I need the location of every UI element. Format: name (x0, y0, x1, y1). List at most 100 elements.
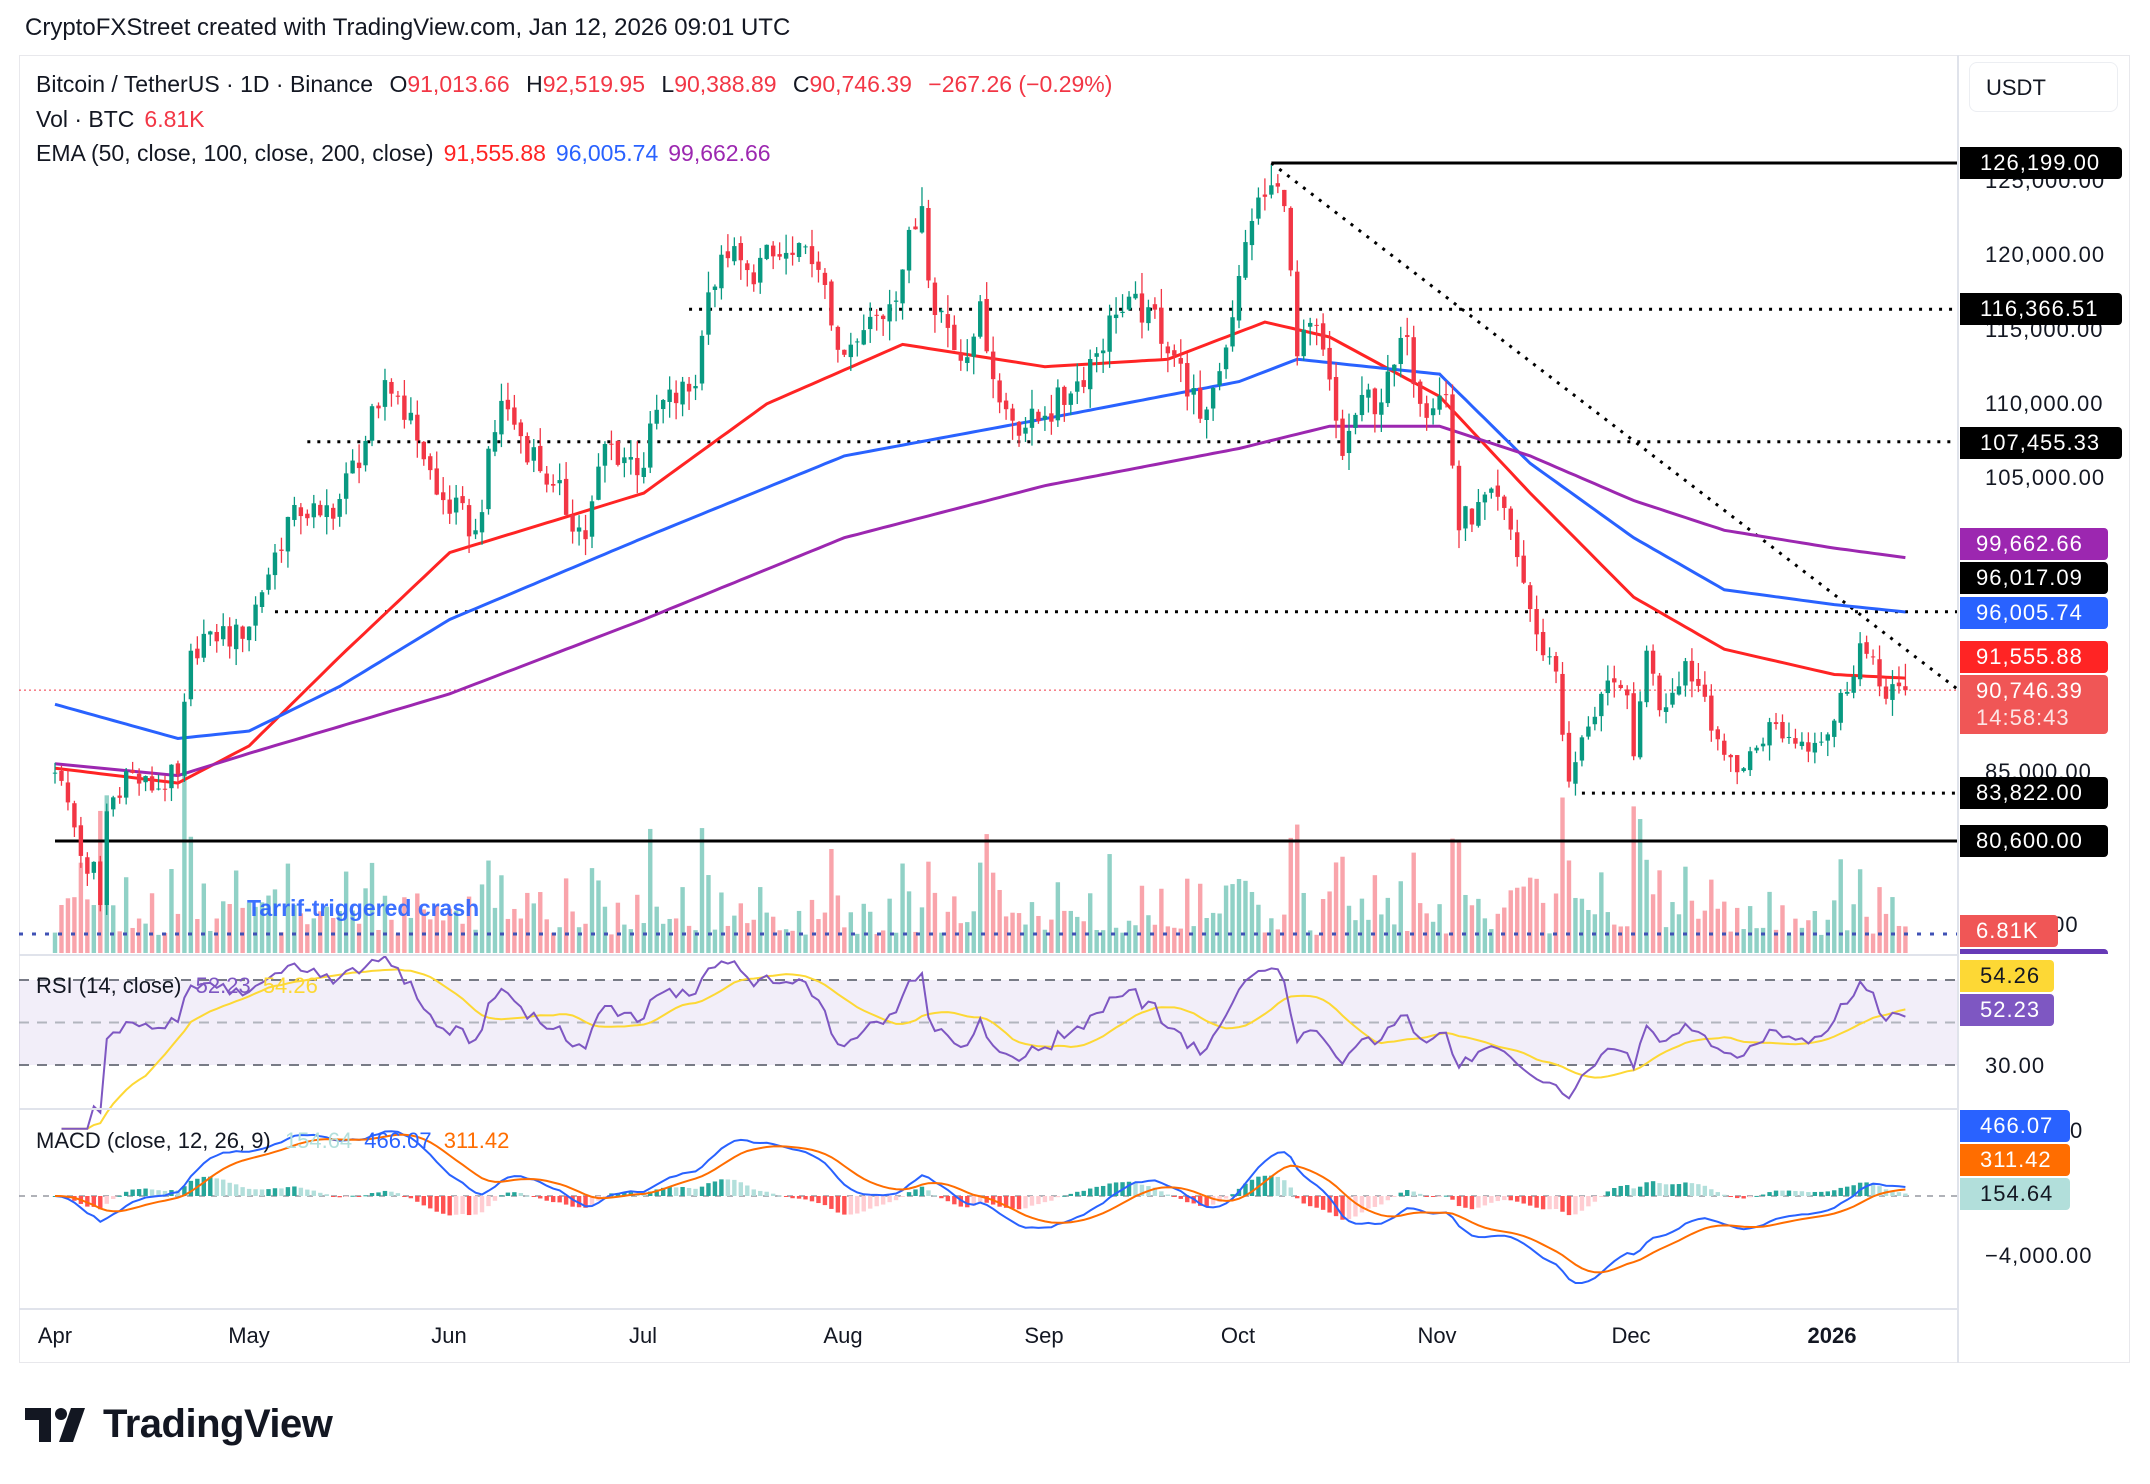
volume-bar (1256, 904, 1261, 953)
candle-body (78, 825, 84, 856)
macd-histogram-bar (512, 1192, 517, 1196)
macd-histogram-bar (188, 1180, 194, 1196)
volume-bar (1747, 906, 1753, 953)
candle-body (1618, 684, 1623, 689)
macd-histogram-bar (1463, 1196, 1468, 1208)
candle-body (1359, 394, 1365, 416)
candle-body (1075, 381, 1080, 392)
macd-histogram-bar (1049, 1196, 1054, 1201)
macd-histogram-bar (1133, 1181, 1138, 1196)
candle-body (156, 788, 161, 790)
volume-bar (1288, 837, 1293, 953)
macd-histogram-bar (408, 1196, 414, 1199)
macd-histogram-bar (1417, 1193, 1423, 1196)
volume-bar (673, 918, 679, 953)
macd-histogram-bar (1618, 1185, 1623, 1196)
candle-body (1003, 400, 1009, 410)
candle-body (686, 383, 692, 392)
bar-countdown: 14:58:43 (1976, 705, 2070, 730)
volume-bar (1392, 924, 1397, 953)
open-label: O (389, 71, 408, 97)
volume-bar (1715, 908, 1720, 953)
candle-body (1709, 695, 1714, 731)
volume-bar (1521, 886, 1526, 953)
level-label-96017: 96,017.09 (1960, 562, 2108, 594)
volume-bar (712, 929, 718, 953)
candle-body (1883, 686, 1889, 699)
volume-bar (1262, 932, 1268, 953)
candle-body (1185, 363, 1190, 397)
volume-bar (1443, 933, 1449, 953)
rsi-label[interactable]: RSI (14, close) (36, 973, 182, 998)
macd-histogram-bar (706, 1183, 711, 1196)
chart-annotation[interactable]: Tarrif-triggered crash (247, 895, 480, 921)
candle-body (195, 648, 200, 659)
candle-body (965, 357, 970, 363)
macd-histogram-bar (266, 1189, 271, 1196)
macd-histogram-bar (240, 1187, 245, 1196)
macd-histogram-bar (1786, 1190, 1792, 1196)
macd-histogram-bar (1100, 1185, 1106, 1196)
macd-histogram-bar (874, 1196, 879, 1207)
candle-body (596, 466, 601, 500)
macd-histogram-bar (576, 1196, 582, 1208)
macd-histogram-bar (751, 1189, 756, 1196)
ema-label[interactable]: EMA (50, close, 100, close, 200, close) (36, 140, 434, 166)
candle-body (1773, 722, 1779, 725)
candle-body (829, 281, 834, 326)
level-label-126199: 126,199.00 (1960, 147, 2122, 179)
candle-body (402, 395, 407, 420)
macd-histogram-bar (175, 1190, 181, 1196)
volume-bar (272, 889, 278, 953)
volume-bar (311, 918, 316, 953)
macd-histogram-bar (699, 1186, 705, 1196)
macd-histogram-bar (1508, 1196, 1513, 1201)
volume-label[interactable]: Vol · BTC (36, 106, 135, 132)
macd-histogram-bar (221, 1179, 226, 1196)
volume-bar (648, 828, 653, 953)
macd-histogram-bar (1456, 1196, 1462, 1207)
candle-body (680, 381, 685, 405)
macd-histogram-bar (208, 1176, 213, 1196)
volume-bar (428, 919, 433, 953)
candle-body (1411, 337, 1416, 385)
volume-bar (499, 875, 504, 953)
macd-histogram-bar (1262, 1175, 1268, 1196)
symbol-name[interactable]: Bitcoin / TetherUS · 1D · Binance (36, 71, 374, 97)
volume-bar (1055, 882, 1061, 953)
candle-body (389, 381, 394, 394)
volume-bar (473, 929, 478, 953)
currency-button[interactable]: USDT (1969, 62, 2118, 112)
macd-histogram-bar (311, 1190, 316, 1196)
macd-histogram-bar (1799, 1191, 1805, 1196)
macd-histogram-bar (1612, 1188, 1617, 1196)
macd-histogram-bar (227, 1182, 232, 1196)
volume-bar (583, 923, 588, 953)
volume-bar (971, 911, 976, 953)
macd-label[interactable]: MACD (close, 12, 26, 9) (36, 1128, 271, 1153)
volume-bar (563, 878, 569, 953)
macd-histogram-bar (1644, 1182, 1649, 1196)
candle-body (1890, 684, 1895, 700)
candle-body (466, 505, 472, 537)
macd-histogram-bar (343, 1196, 349, 1197)
volume-bar (305, 924, 310, 953)
ema200-value: 99,662.66 (668, 140, 771, 166)
volume-bar (1735, 907, 1740, 953)
candle-body (356, 462, 362, 469)
macd-histogram-bar (499, 1195, 504, 1197)
macd-histogram-bar (906, 1192, 912, 1196)
time-tick: Apr (37, 1323, 73, 1348)
candle-body (1133, 293, 1138, 299)
macd-histogram-bar (1747, 1196, 1753, 1198)
candle-body (415, 414, 420, 441)
candle-body (790, 252, 795, 255)
macd-histogram-bar (803, 1196, 808, 1200)
chart-title: CryptoFXStreet created with TradingView.… (25, 14, 791, 41)
candle-body (1825, 734, 1830, 741)
volume-bar (932, 892, 938, 953)
volume-bar (1553, 893, 1559, 953)
tradingview-logo[interactable]: TradingView (25, 1402, 333, 1447)
volume-bar (259, 902, 265, 953)
